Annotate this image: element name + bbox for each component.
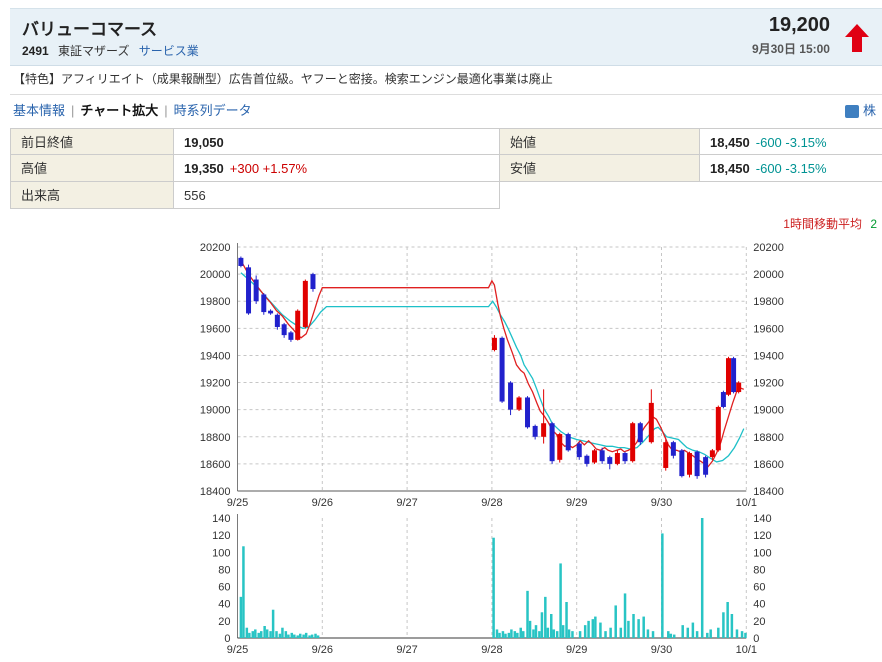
svg-text:19400: 19400 (753, 350, 784, 362)
svg-text:80: 80 (753, 564, 765, 576)
external-arrow-icon[interactable] (844, 104, 859, 136)
svg-text:19200: 19200 (753, 378, 784, 390)
low-value: 18,450 (710, 161, 750, 176)
svg-text:19000: 19000 (753, 405, 784, 417)
svg-text:100: 100 (753, 547, 771, 559)
svg-text:19600: 19600 (200, 323, 231, 335)
svg-text:140: 140 (212, 513, 230, 525)
svg-text:120: 120 (212, 530, 230, 542)
svg-text:18600: 18600 (753, 459, 784, 471)
label-volume: 出来高 (10, 182, 174, 209)
label-prev-close: 前日終値 (10, 128, 174, 155)
svg-text:9/28: 9/28 (481, 497, 502, 509)
svg-text:18600: 18600 (200, 459, 231, 471)
nav-chart-zoom[interactable]: チャート拡大 (80, 103, 159, 118)
svg-text:9/27: 9/27 (396, 644, 417, 656)
svg-text:18800: 18800 (753, 432, 784, 444)
current-price: 19,200 (768, 14, 830, 36)
svg-text:9/25: 9/25 (227, 497, 248, 509)
high-value: 19,350 (184, 161, 224, 176)
prev-close-value: 19,050 (184, 135, 224, 150)
chart-legend: 1時間移動平均 2 (783, 215, 877, 232)
svg-text:120: 120 (753, 530, 771, 542)
svg-text:60: 60 (753, 582, 765, 594)
stock-name: バリューコマース (22, 20, 158, 39)
price-up-arrow-icon (845, 24, 869, 52)
svg-text:20200: 20200 (753, 242, 784, 254)
svg-text:20: 20 (753, 616, 765, 628)
low-change: -600 -3.15% (755, 161, 827, 176)
svg-text:19800: 19800 (753, 296, 784, 308)
svg-text:20000: 20000 (200, 269, 231, 281)
label-high: 高値 (10, 155, 174, 182)
value-prev-close: 19,050 (174, 128, 500, 155)
svg-text:9/28: 9/28 (481, 644, 502, 656)
svg-text:80: 80 (218, 564, 230, 576)
market-name: 東証マザーズ (58, 44, 130, 58)
svg-text:60: 60 (218, 582, 230, 594)
svg-text:0: 0 (224, 633, 230, 645)
nav-basic-info[interactable]: 基本情報 (13, 103, 66, 118)
volume-value: 556 (184, 188, 206, 203)
svg-text:100: 100 (212, 547, 230, 559)
legend-ma1-label: 1時間移動平均 (783, 217, 862, 231)
value-low: 18,450 -600 -3.15% (700, 155, 882, 182)
svg-text:9/26: 9/26 (312, 644, 333, 656)
nav-time-series[interactable]: 時系列データ (173, 103, 252, 118)
svg-text:9/25: 9/25 (227, 644, 248, 656)
svg-text:20: 20 (218, 616, 230, 628)
value-high: 19,350 +300 +1.57% (174, 155, 500, 182)
quote-header: バリューコマース 2491 東証マザーズ サービス業 19,200 9月30日 … (10, 8, 882, 66)
price-block: 19,200 9月30日 15:00 (752, 14, 830, 57)
open-value: 18,450 (710, 135, 750, 150)
svg-text:18400: 18400 (200, 486, 231, 498)
industry-link[interactable]: サービス業 (138, 44, 199, 58)
nav-separator: | (164, 103, 168, 118)
svg-text:9/29: 9/29 (566, 497, 587, 509)
svg-text:20000: 20000 (753, 269, 784, 281)
legend-ma2-label: 2 (870, 217, 877, 231)
high-change: +300 +1.57% (229, 161, 308, 176)
svg-text:19000: 19000 (200, 405, 231, 417)
svg-text:18400: 18400 (753, 486, 784, 498)
svg-text:10/1: 10/1 (736, 497, 757, 509)
svg-text:9/27: 9/27 (396, 497, 417, 509)
quote-nav: 基本情報 | チャート拡大 | 時系列データ 株 (10, 95, 882, 136)
nav-right: 株 (844, 95, 876, 136)
price-volume-chart: 18400 18400 18600 18600 18800 18800 19000 19000… (200, 242, 784, 656)
label-open: 始値 (500, 128, 700, 155)
svg-text:9/26: 9/26 (312, 497, 333, 509)
svg-text:19600: 19600 (753, 323, 784, 335)
value-volume: 556 (174, 182, 500, 209)
company-feature-line: 【特色】アフィリエイト（成果報酬型）広告首位級。ヤフーと密接。検索エンジン最適化… (10, 64, 882, 95)
svg-text:9/29: 9/29 (566, 644, 587, 656)
svg-text:40: 40 (218, 599, 230, 611)
value-open: 18,450 -600 -3.15% (700, 128, 882, 155)
svg-text:10/1: 10/1 (736, 644, 757, 656)
svg-text:40: 40 (753, 599, 765, 611)
svg-text:9/30: 9/30 (651, 644, 672, 656)
svg-text:19200: 19200 (200, 378, 231, 390)
nav-separator: | (71, 103, 75, 118)
svg-text:140: 140 (753, 513, 771, 525)
stock-subline: 2491 東証マザーズ サービス業 (22, 42, 199, 59)
price-datetime: 9月30日 15:00 (751, 42, 830, 56)
svg-text:19800: 19800 (200, 296, 231, 308)
label-low: 安値 (500, 155, 700, 182)
stock-code: 2491 (22, 44, 49, 58)
svg-text:9/30: 9/30 (651, 497, 672, 509)
svg-text:18800: 18800 (200, 432, 231, 444)
stock-portal-link[interactable]: 株 (862, 103, 876, 118)
svg-text:0: 0 (753, 633, 759, 645)
open-change: -600 -3.15% (755, 135, 827, 150)
svg-text:19400: 19400 (200, 350, 231, 362)
svg-text:20200: 20200 (200, 242, 231, 254)
